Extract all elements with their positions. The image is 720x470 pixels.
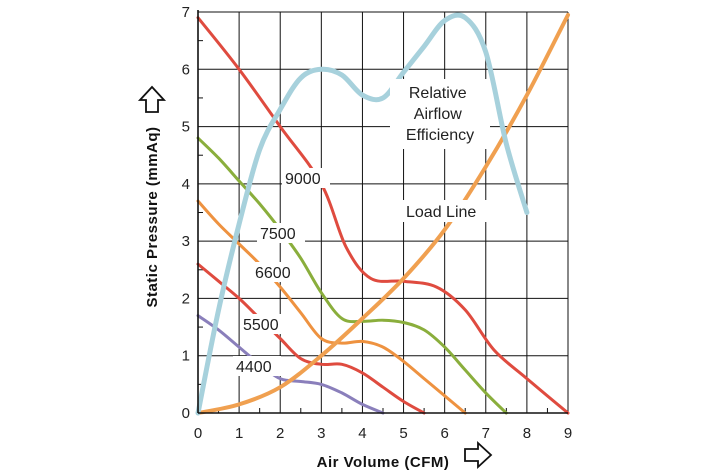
- grid: [198, 11, 569, 413]
- y-tick-label: 1: [182, 348, 190, 365]
- x-tick-label: 1: [235, 425, 243, 442]
- x-tick-label: 3: [317, 425, 325, 442]
- y-tick-label: 2: [182, 290, 190, 307]
- y-tick-label: 0: [182, 405, 190, 422]
- y-tick-label: 7: [182, 4, 190, 21]
- label-bg-load-line: [402, 200, 502, 222]
- label-9000: 9000: [285, 171, 321, 188]
- y-tick-label: 6: [182, 61, 190, 78]
- axes: [197, 10, 568, 414]
- curve-labels: 9000 7500 6600 5500 4400 Relative Airflo…: [233, 79, 502, 376]
- x-arrow-icon: [464, 440, 493, 470]
- x-tick-label: 5: [399, 425, 407, 442]
- label-bg-6600: [252, 262, 300, 282]
- label-efficiency: Relative Airflow Efficiency: [406, 85, 474, 144]
- x-tick-label: 4: [358, 425, 366, 442]
- label-bg-9000: [282, 168, 330, 188]
- series-line-4400: [196, 314, 385, 415]
- series-line-load-line: [196, 12, 570, 415]
- label-6600: 6600: [255, 265, 291, 282]
- series-line-6600: [196, 199, 467, 415]
- x-tick-label: 0: [194, 425, 202, 442]
- x-tick-label: 8: [523, 425, 531, 442]
- label-bg-7500: [257, 223, 305, 243]
- series-layer: [195, 12, 570, 416]
- tick-labels: 0 1 2 3 4 5 6 7 8 9 0 1 2 3 4 5 6 7: [182, 4, 573, 442]
- x-tick-label: 6: [440, 425, 448, 442]
- y-tick-label: 4: [182, 176, 190, 193]
- y-tick-label: 3: [182, 233, 190, 250]
- label-4400: 4400: [236, 359, 272, 376]
- series-line-relative-airflow-efficiency: [195, 12, 530, 416]
- label-5500: 5500: [243, 317, 279, 334]
- y-axis-title: Static Pressure (mmAq): [144, 126, 161, 307]
- x-tick-label: 9: [564, 425, 572, 442]
- x-tick-label: 7: [482, 425, 490, 442]
- label-bg-4400: [233, 356, 281, 376]
- label-load-line: Load Line: [406, 204, 476, 221]
- label-bg-efficiency: [390, 79, 490, 149]
- y-arrow-icon: [137, 85, 167, 113]
- x-tick-label: 2: [276, 425, 284, 442]
- series-line-5500: [196, 262, 426, 415]
- series-line-9000: [196, 16, 570, 415]
- label-bg-5500: [240, 314, 288, 334]
- y-tick-label: 5: [182, 119, 190, 136]
- x-axis-title: Air Volume (CFM): [317, 454, 450, 470]
- label-7500: 7500: [260, 226, 296, 243]
